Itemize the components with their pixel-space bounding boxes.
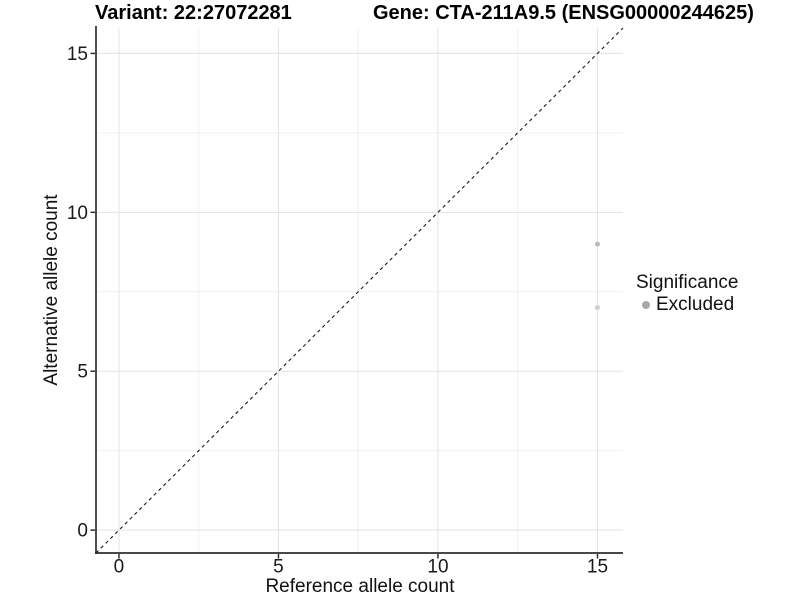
legend-item-label: Excluded (656, 294, 735, 315)
x-tick-label: 10 (427, 557, 448, 578)
x-tick-label: 5 (273, 557, 284, 578)
legend-item-excluded: Excluded (642, 294, 738, 315)
y-tick-label: 10 (67, 203, 88, 224)
y-tick-label: 15 (67, 44, 88, 65)
identity-line (95, 27, 624, 554)
x-tick-label: 15 (587, 557, 608, 578)
legend-key-dot (642, 300, 650, 309)
variant-title: Variant: 22:27072281 (95, 2, 292, 24)
data-point (594, 241, 600, 247)
y-tick-label: 0 (77, 521, 88, 542)
x-tick-label: 0 (114, 557, 125, 578)
y-axis-title: Alternative allele count (41, 194, 62, 386)
legend: Significance Excluded (636, 272, 738, 315)
x-axis-title: Reference allele count (265, 576, 455, 597)
legend-title: Significance (636, 272, 739, 293)
y-tick-label: 5 (77, 362, 88, 383)
gene-title: Gene: CTA-211A9.5 (ENSG00000244625) (373, 2, 754, 24)
data-point (594, 305, 600, 311)
